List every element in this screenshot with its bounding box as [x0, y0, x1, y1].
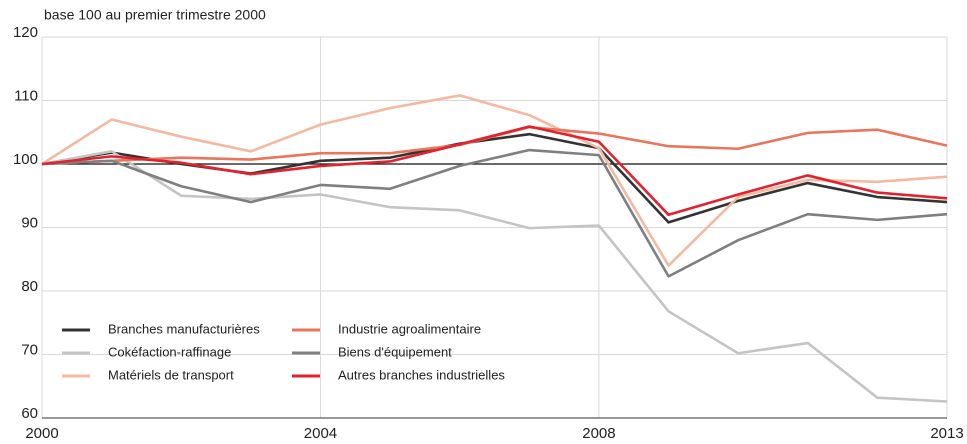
y-tick-label: 90 [21, 214, 38, 231]
y-tick-label: 120 [13, 24, 38, 41]
y-tick-label: 100 [13, 151, 38, 168]
x-tick-label: 2013 [930, 425, 963, 442]
series-line [41, 148, 948, 278]
legend-label: Branches manufacturières [108, 321, 260, 336]
series-line [41, 94, 948, 267]
y-tick-label: 60 [21, 405, 38, 422]
series-line [41, 150, 948, 403]
legend-label: Autres branches industrielles [338, 367, 505, 382]
legend-label: Matériels de transport [108, 367, 234, 382]
chart-title: base 100 au premier trimestre 2000 [44, 7, 266, 23]
x-tick-label: 2008 [582, 425, 615, 442]
legend-label: Cokéfaction-raffinage [108, 344, 231, 359]
x-tick-label: 2000 [25, 425, 58, 442]
legend-label: Biens d'équipement [338, 344, 452, 359]
y-tick-label: 110 [14, 87, 38, 104]
legend-label: Industrie agroalimentaire [338, 321, 481, 336]
series-line [41, 125, 948, 217]
y-tick-label: 80 [21, 278, 38, 295]
series-line [41, 132, 948, 224]
y-tick-label: 70 [21, 341, 38, 358]
x-tick-label: 2004 [304, 425, 337, 442]
